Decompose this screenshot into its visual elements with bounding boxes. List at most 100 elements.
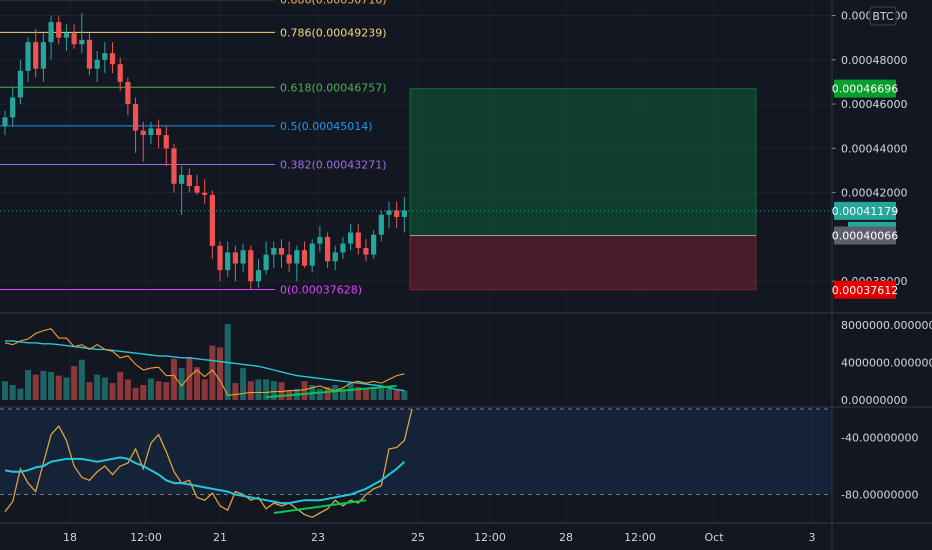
candle-body-42 [324,236,331,262]
fibonacci-levels[interactable]: 0.886(0.00050716) 0.786(0.00049239) 0.618(… [0,0,387,296]
candle-body-12 [94,59,100,69]
candle-body-23 [179,174,185,184]
price-tick-label-4: 0.00042000 [841,187,907,200]
candle-body-0 [2,117,8,127]
time-tick-label-8: Oct [704,531,724,544]
candle-body-47 [363,248,369,255]
oscillator-tick-label-1: -80.00000000 [841,489,918,502]
oscillator-fast-line [4,408,413,519]
candle-body-24 [186,174,192,186]
volume-bar-18 [140,385,147,400]
volume-bar-11 [86,382,93,400]
candle-body-6 [48,22,54,43]
time-tick-label-7: 12:00 [624,531,656,544]
price-badge-entry [834,226,896,245]
time-tick-label-3: 23 [311,531,325,544]
price-tick-label-3: 0.00044000 [841,142,907,155]
time-tick-label-5: 12:00 [474,531,506,544]
candle-body-46 [355,232,361,248]
volume-bar-52 [401,390,408,400]
candle-body-28 [217,245,223,271]
candle-body-15 [117,64,123,82]
volume-bar-6 [48,371,55,400]
candle-body-52 [401,210,407,217]
candle-body-21 [163,135,169,149]
candle-body-11 [86,39,93,69]
volume-bar-43 [332,385,339,400]
volume-bar-28 [217,347,224,400]
candle-body-30 [232,252,238,264]
volume-bar-23 [178,368,185,400]
volume-bar-30 [232,383,239,400]
volume-bar-5 [40,370,47,400]
time-tick-label-1: 12:00 [130,531,162,544]
candle-body-10 [79,39,85,45]
volume-bar-8 [63,377,70,400]
fib-label-2: 0.618(0.00046757) [280,81,387,94]
long-position-tool[interactable] [409,88,757,291]
candle-body-8 [63,33,70,38]
oscillator-slow-line [4,456,406,505]
price-tick-label-1: 0.00048000 [841,54,907,67]
volume-bar-45 [347,383,354,400]
profit-zone [409,88,757,236]
fib-label-3: 0.5(0.00045014) [280,120,373,133]
fib-label-5: 0(0.00037628) [280,283,362,296]
time-tick-label-0: 18 [63,531,77,544]
volume-bar-17 [132,387,139,400]
price-badge-stop-text: 0.00037612 [832,284,898,297]
volume-bar-20 [155,381,162,400]
volume-bar-21 [163,382,170,400]
volume-bar-31 [240,368,247,400]
fib-label-0: 0.886(0.00050716) [280,0,387,7]
volume-bar-39 [301,381,308,400]
candle-body-51 [394,210,400,217]
candle-body-22 [171,148,177,184]
time-tick-label-9: 3 [809,531,816,544]
candle-body-5 [40,42,46,69]
candle-body-14 [109,53,116,65]
fib-label-1: 0.786(0.00049239) [280,26,387,39]
volume-bar-7 [55,375,62,400]
candle-body-50 [386,210,392,215]
volume-bar-14 [109,383,116,400]
candle-body-41 [317,236,323,244]
candle-body-17 [132,104,139,131]
volume-bar-24 [186,356,193,400]
volume-tick-label-1: 4000000.00000000 [841,357,932,370]
candle-body-16 [125,81,131,105]
price-tick-label-2: 0.00046000 [841,98,907,111]
candle-body-43 [332,252,338,262]
candle-body-13 [102,53,108,60]
volume-bar-33 [255,379,262,400]
volume-bar-48 [370,387,377,400]
price-badge-last-text: 0.00041179 [832,205,898,218]
volume-bar-9 [71,366,78,400]
volume-trendline [266,384,397,399]
candle-body-39 [301,250,308,266]
candle-body-26 [202,192,208,195]
candle-body-25 [194,186,200,193]
volume-bar-47 [362,388,369,400]
candle-body-44 [340,243,346,253]
price-badge-target [834,79,896,98]
candle-body-32 [248,250,254,282]
volume-bar-25 [194,367,200,400]
price-badge-stop [834,280,896,299]
volume-bar-16 [124,379,131,400]
candle-body-49 [378,214,384,235]
volume-bar-22 [170,358,177,400]
candle-body-40 [309,243,315,266]
currency-button[interactable]: BTC [869,6,897,26]
volume-bar-1 [9,385,16,400]
volume-bar-34 [263,379,270,400]
currency-button-label: BTC [872,10,894,23]
volume-tick-label-2: 0.00000000 [841,394,907,407]
volume-bar-42 [324,386,331,400]
candle-body-45 [348,232,354,244]
volume-bar-19 [147,378,154,400]
volume-bar-32 [247,381,254,400]
volume-bar-15 [117,371,124,400]
oscillator-tick-label-0: -40.00000000 [841,432,918,445]
